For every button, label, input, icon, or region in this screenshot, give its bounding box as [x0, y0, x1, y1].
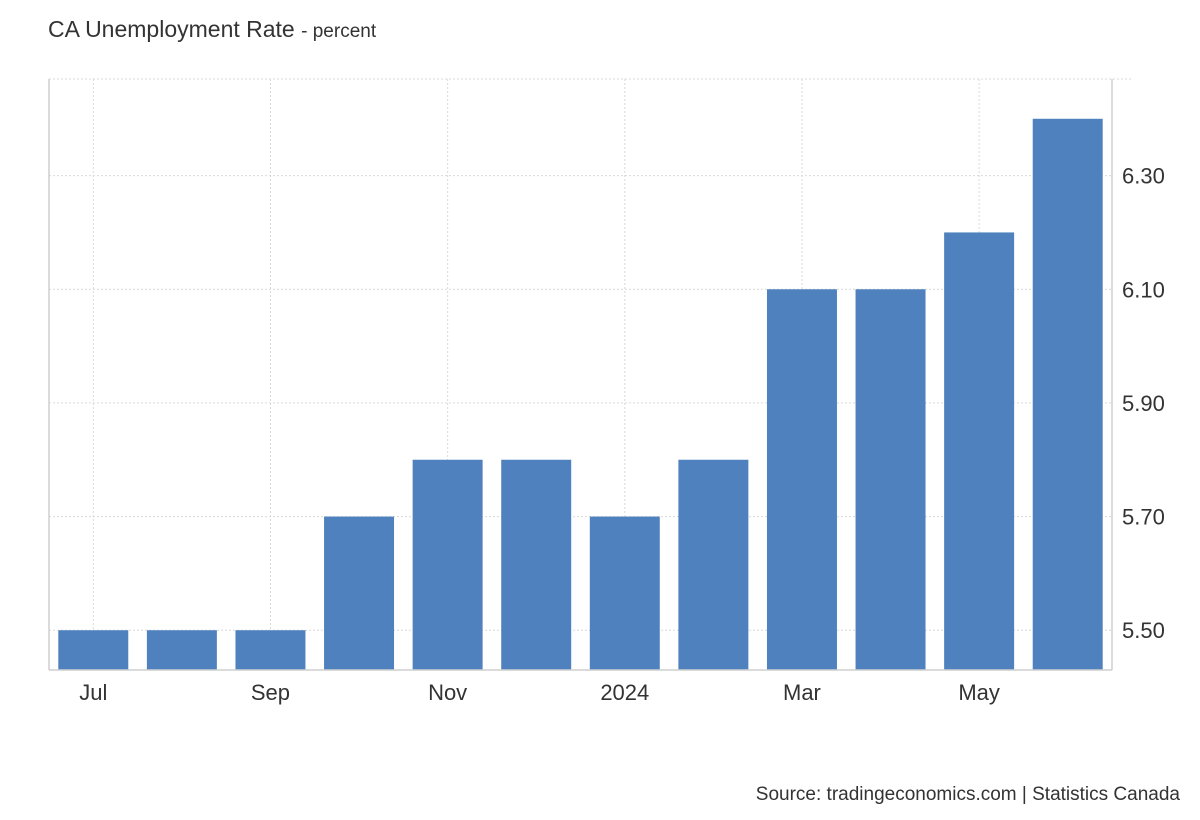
x-tick-label: Sep [251, 680, 290, 705]
bar-layer [58, 118, 1103, 671]
chart-subtitle-text: percent [312, 21, 377, 42]
y-tick-label: 5.70 [1122, 505, 1165, 530]
y-tick-label: 5.90 [1122, 391, 1165, 416]
chart-title: CA Unemployment Rate - percent [48, 16, 376, 43]
chart-title-text: CA Unemployment Rate [48, 16, 295, 42]
bar-aug [146, 630, 217, 670]
bar-may [944, 232, 1015, 671]
label-layer: 5.50 5.70 5.90 6.10 6.30 Jul Sep Nov 2024 Mar May [79, 164, 1165, 705]
bar-mar [766, 289, 837, 670]
x-tick-label: Mar [783, 680, 821, 705]
bar-feb [678, 459, 749, 670]
bar-2024 [589, 516, 660, 670]
bar-sep [235, 630, 306, 670]
bar-jul [58, 630, 129, 670]
bar-apr [855, 289, 926, 670]
y-tick-label: 6.30 [1122, 164, 1165, 189]
bar-jun [1032, 118, 1103, 670]
y-tick-label: 6.10 [1122, 277, 1165, 302]
axis-layer [48, 79, 1113, 671]
y-tick-label: 5.50 [1122, 618, 1165, 643]
x-tick-label: May [958, 680, 1000, 705]
x-tick-label: Nov [428, 680, 467, 705]
bar-dec [501, 459, 572, 670]
bar-nov [412, 459, 483, 670]
bar-oct [324, 516, 395, 670]
x-tick-label: Jul [79, 680, 107, 705]
source-note: Source: tradingeconomics.com | Statistic… [755, 784, 1180, 805]
chart-subtitle: - percent [301, 21, 377, 42]
x-tick-label: 2024 [600, 680, 649, 705]
